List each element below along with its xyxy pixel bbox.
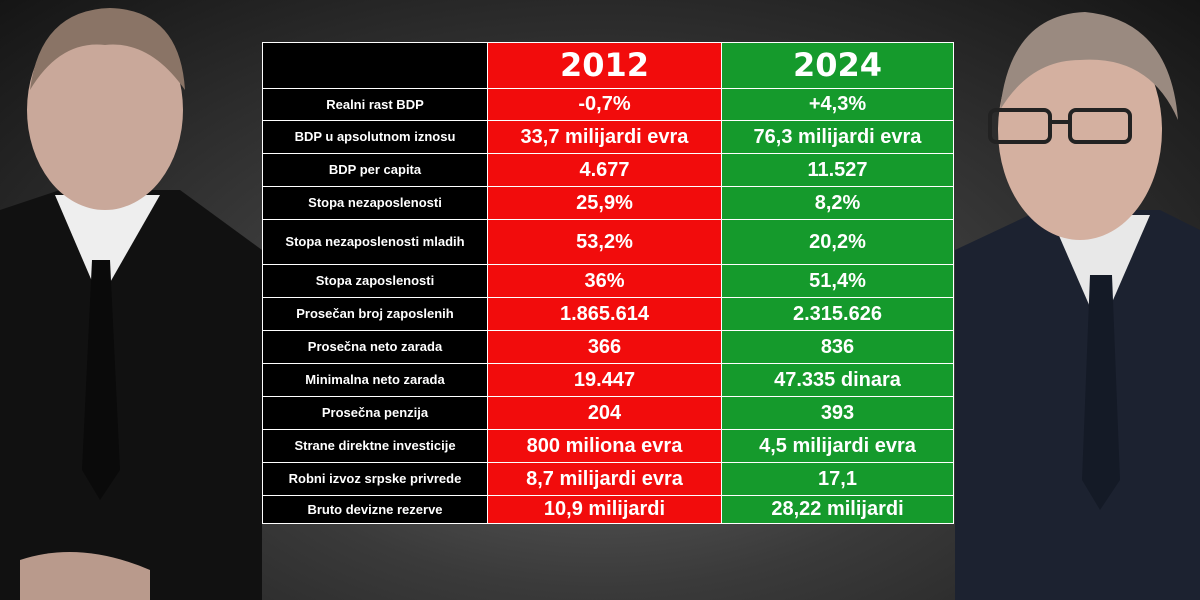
cell-value: 8,7 milijardi evra [487, 462, 722, 496]
cell-value: 47.335 dinara [721, 363, 954, 397]
cell-value: 2.315.626 [721, 297, 954, 331]
cell-value: 10,9 milijardi [487, 495, 722, 524]
cell-value: 25,9% [487, 186, 722, 220]
cell-value: 1.865.614 [487, 297, 722, 331]
row-label: Stopa nezaposlenosti mladih [262, 219, 488, 265]
table-row: Robni izvoz srpske privrede 8,7 milijardi… [262, 462, 954, 496]
table-row: Prosečna penzija 204 393 [262, 396, 954, 430]
cell-value: 17,1 [721, 462, 954, 496]
cell-value: 4.677 [487, 153, 722, 187]
cell-value: 33,7 milijardi evra [487, 120, 722, 154]
row-label: Minimalna neto zarada [262, 363, 488, 397]
cell-value: 8,2% [721, 186, 954, 220]
table-row: Prosečna neto zarada 366 836 [262, 330, 954, 364]
cell-value: 836 [721, 330, 954, 364]
year-header: 2012 [487, 42, 722, 89]
row-label: Prosečan broj zaposlenih [262, 297, 488, 331]
table-row: Minimalna neto zarada 19.447 47.335 dinara [262, 363, 954, 397]
cell-value: 204 [487, 396, 722, 430]
header-blank [262, 42, 488, 89]
row-label: Prosečna neto zarada [262, 330, 488, 364]
row-label: Prosečna penzija [262, 396, 488, 430]
row-label: Stopa nezaposlenosti [262, 186, 488, 220]
cell-value: 800 miliona evra [487, 429, 722, 463]
row-label: Bruto devizne rezerve [262, 495, 488, 524]
cell-value: 366 [487, 330, 722, 364]
row-label: Strane direktne investicije [262, 429, 488, 463]
cell-value: 76,3 milijardi evra [721, 120, 954, 154]
table-row: Prosečan broj zaposlenih 1.865.614 2.315.6… [262, 297, 954, 331]
cell-value: 20,2% [721, 219, 954, 265]
table-row: BDP u apsolutnom iznosu 33,7 milijardi ev… [262, 120, 954, 154]
cell-value: 393 [721, 396, 954, 430]
row-label: Robni izvoz srpske privrede [262, 462, 488, 496]
row-label: Realni rast BDP [262, 88, 488, 121]
cell-value: 36% [487, 264, 722, 298]
table-row: Stopa zaposlenosti 36% 51,4% [262, 264, 954, 298]
table-row: Stopa nezaposlenosti mladih 53,2% 20,2% [262, 219, 954, 265]
cell-value: 4,5 milijardi evra [721, 429, 954, 463]
table-row: Stopa nezaposlenosti 25,9% 8,2% [262, 186, 954, 220]
comparison-table: 2012 2024 Realni rast BDP -0,7% +4,3% BDP u a… [262, 42, 954, 524]
cell-value: 53,2% [487, 219, 722, 265]
table-row: Bruto devizne rezerve 10,9 milijardi 28,22… [262, 495, 954, 524]
cell-value: 28,22 milijardi [721, 495, 954, 524]
year-header: 2024 [721, 42, 954, 89]
row-label: BDP u apsolutnom iznosu [262, 120, 488, 154]
row-label: BDP per capita [262, 153, 488, 187]
cell-value: 51,4% [721, 264, 954, 298]
cell-value: -0,7% [487, 88, 722, 121]
header-row: 2012 2024 [262, 42, 954, 89]
cell-value: +4,3% [721, 88, 954, 121]
table-row: Realni rast BDP -0,7% +4,3% [262, 88, 954, 121]
table-row: Strane direktne investicije 800 miliona e… [262, 429, 954, 463]
table-row: BDP per capita 4.677 11.527 [262, 153, 954, 187]
cell-value: 19.447 [487, 363, 722, 397]
cell-value: 11.527 [721, 153, 954, 187]
row-label: Stopa zaposlenosti [262, 264, 488, 298]
